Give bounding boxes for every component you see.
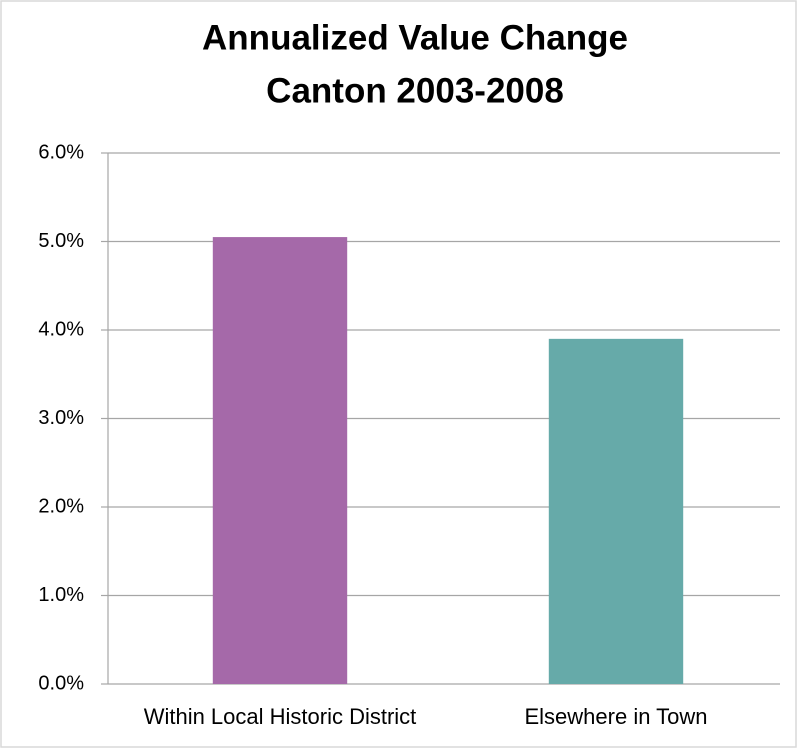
y-tick-label: 6.0% (38, 141, 84, 163)
y-tick-label: 1.0% (38, 584, 84, 606)
x-tick-label: Elsewhere in Town (524, 704, 707, 729)
chart-subtitle: Canton 2003-2008 (266, 71, 564, 110)
y-tick-label: 2.0% (38, 495, 84, 517)
bar (548, 338, 684, 684)
y-tick-label: 3.0% (38, 407, 84, 429)
bar (212, 237, 348, 684)
y-tick-label: 0.0% (38, 672, 84, 694)
y-tick-label: 5.0% (38, 230, 84, 252)
x-tick-label: Within Local Historic District (144, 704, 417, 729)
chart-title: Annualized Value Change (202, 18, 628, 57)
y-tick-label: 4.0% (38, 318, 84, 340)
